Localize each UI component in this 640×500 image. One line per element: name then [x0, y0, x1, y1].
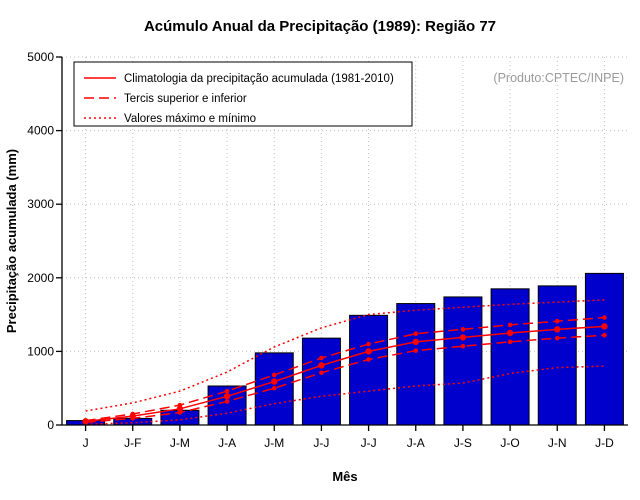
series-line-dashed	[85, 334, 605, 424]
series-line-dashed	[85, 316, 605, 422]
series-marker	[459, 334, 467, 341]
series-marker	[413, 348, 419, 353]
series-marker	[602, 332, 607, 338]
series-marker	[506, 329, 514, 337]
series-marker	[507, 339, 513, 345]
bar	[301, 337, 341, 426]
y-tick-label: 1000	[27, 344, 54, 358]
x-tick-label: J	[83, 436, 89, 450]
series-marker	[366, 357, 371, 362]
series-marker	[365, 348, 372, 355]
legend-label: Climatologia da precipitação acumulada (…	[124, 73, 394, 85]
x-tick-label: J-M	[170, 436, 190, 450]
x-tick-label: J-D	[595, 436, 614, 450]
bar	[537, 285, 577, 426]
x-tick-label: J-O	[500, 436, 519, 450]
x-tick-label: J-J	[313, 436, 329, 450]
series-line-dotted	[85, 299, 605, 412]
bar	[584, 272, 624, 426]
series-marker	[507, 322, 513, 328]
x-tick-label: J-S	[454, 436, 472, 450]
bar	[443, 296, 483, 426]
y-tick-label: 0	[47, 418, 54, 432]
series-marker	[554, 335, 560, 341]
series-marker	[318, 362, 325, 369]
x-tick-label: J-A	[218, 436, 236, 450]
y-tick-label: 2000	[27, 271, 54, 285]
legend-label: Tercis superior e inferior	[124, 93, 247, 105]
series-marker	[271, 378, 278, 385]
series-marker	[176, 405, 184, 413]
series-marker	[271, 385, 277, 391]
series-marker	[413, 331, 419, 337]
series-marker	[554, 326, 561, 333]
legend-label: Valores máximo e mínimo	[124, 113, 256, 125]
x-tick-label: J-F	[124, 436, 141, 450]
series-marker	[554, 318, 560, 324]
series-marker	[223, 393, 231, 400]
series-marker	[224, 399, 230, 404]
series-marker	[460, 343, 466, 349]
series-marker	[601, 323, 608, 330]
x-tick-label: J-M	[264, 436, 284, 450]
chart-title: Acúmulo Anual da Precipitação (1989): Re…	[143, 18, 497, 35]
series-marker	[319, 370, 324, 376]
x-tick-label: J-N	[548, 436, 567, 450]
series-marker	[271, 372, 277, 378]
series-marker	[129, 412, 136, 420]
legend: Climatologia da precipitação acumulada (…	[73, 61, 413, 127]
series-marker	[460, 327, 466, 332]
y-tick-label: 3000	[27, 197, 54, 211]
series-marker	[224, 388, 230, 394]
series-marker	[412, 338, 419, 346]
series-marker	[366, 341, 371, 347]
y-tick-label: 5000	[27, 50, 54, 64]
series-marker	[602, 315, 607, 320]
bar	[396, 303, 436, 426]
bar	[349, 314, 389, 426]
x-axis-title: Mês	[332, 469, 357, 484]
product-annotation: (Produto:CPTEC/INPE)	[493, 71, 624, 85]
series-line-solid	[85, 325, 605, 423]
bar	[490, 288, 530, 426]
series-line-dotted	[85, 365, 605, 426]
series-marker	[82, 418, 89, 425]
series-marker	[319, 355, 324, 361]
y-axis-title: Precipitação acumulada (mm)	[4, 149, 19, 333]
y-tick-label: 4000	[27, 124, 54, 138]
x-tick-label: J-J	[361, 436, 377, 450]
x-tick-label: J-A	[407, 436, 425, 450]
legend-box	[73, 61, 413, 127]
